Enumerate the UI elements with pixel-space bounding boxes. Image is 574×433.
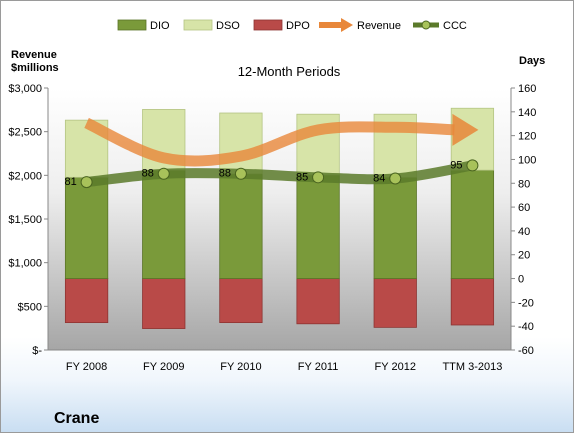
dio-bar xyxy=(373,176,417,279)
legend-swatch-dso xyxy=(183,19,213,31)
right-tick-label: -40 xyxy=(518,321,534,333)
right-tick-label: 80 xyxy=(518,178,530,190)
dpo-bar xyxy=(373,278,417,328)
x-tick-label: FY 2012 xyxy=(375,361,416,373)
ccc-point xyxy=(80,176,93,189)
legend-swatch-dio xyxy=(117,19,147,31)
legend: DIO DSO DPO Revenue CCC xyxy=(117,18,467,32)
dio-bar xyxy=(142,169,186,279)
dso-bar xyxy=(219,112,263,175)
x-tick-label: TTM 3-2013 xyxy=(442,361,502,373)
legend-label-dpo: DPO xyxy=(286,20,310,32)
ccc-point xyxy=(389,172,402,185)
dio-bar xyxy=(64,176,109,279)
left-tick-label: $1,000 xyxy=(8,258,42,270)
left-tick-label: $- xyxy=(32,345,42,357)
revenue-line xyxy=(84,117,455,167)
right-axis: -60 -40 -20 0 20 40 60 80 100 120 140 160 xyxy=(510,83,536,357)
left-tick-label: $500 xyxy=(18,301,42,313)
left-tick-label: $2,500 xyxy=(8,127,42,139)
right-tick-label: -20 xyxy=(518,297,534,309)
ccc-value-label: 88 xyxy=(219,168,231,180)
legend-swatch-revenue-arrow xyxy=(341,18,353,32)
dio-bar xyxy=(219,173,263,279)
dpo-bar xyxy=(219,278,263,324)
right-tick-label: -60 xyxy=(518,345,534,357)
x-tick-label: FY 2011 xyxy=(298,361,339,373)
right-tick-label: 60 xyxy=(518,202,530,214)
left-tick-label: $3,000 xyxy=(8,83,42,95)
right-tick-label: 20 xyxy=(518,250,530,262)
ccc-point xyxy=(466,159,479,172)
legend-label-dio: DIO xyxy=(150,20,170,32)
ccc-point xyxy=(234,167,247,180)
x-tick-label: FY 2009 xyxy=(143,361,184,373)
legend-label-revenue: Revenue xyxy=(357,20,401,32)
legend-swatch-dpo xyxy=(253,19,283,31)
right-tick-label: 0 xyxy=(518,274,524,286)
ccc-value-label: 88 xyxy=(142,168,154,180)
left-axis: $- $500 $1,000 $1,500 $2,000 $2,500 $3,000 xyxy=(8,83,49,357)
dpo-bar xyxy=(64,278,109,324)
ccc-point xyxy=(157,167,170,180)
ccc-line xyxy=(81,160,478,188)
right-tick-label: 40 xyxy=(518,226,530,238)
legend-swatch-ccc-marker xyxy=(421,20,431,30)
revenue-arrowhead xyxy=(452,113,479,146)
legend-label-dso: DSO xyxy=(216,20,240,32)
dpo-bar xyxy=(450,278,495,326)
ccc-value-label: 81 xyxy=(64,176,76,188)
left-axis-title-line2: $millions xyxy=(11,62,59,74)
right-tick-label: 160 xyxy=(518,83,536,95)
ccc-value-label: 84 xyxy=(373,173,385,185)
x-tick-label: FY 2008 xyxy=(66,361,107,373)
right-tick-label: 100 xyxy=(518,154,536,166)
company-name: Crane xyxy=(54,410,99,427)
left-axis-title-line1: Revenue xyxy=(11,49,57,61)
left-tick-label: $2,000 xyxy=(8,170,42,182)
right-tick-label: 120 xyxy=(518,131,536,143)
dpo-bar xyxy=(142,278,186,329)
ccc-point xyxy=(312,171,325,184)
left-tick-label: $1,500 xyxy=(8,214,42,226)
legend-label-ccc: CCC xyxy=(443,20,467,32)
ccc-value-label: 85 xyxy=(296,171,308,183)
dio-bar xyxy=(296,174,340,279)
right-tick-label: 140 xyxy=(518,107,536,119)
x-axis: FY 2008 FY 2009 FY 2010 FY 2011 FY 2012 TTM 3… xyxy=(48,349,511,373)
lines: 81 88 88 85 84 95 xyxy=(64,113,479,189)
ccc-value-label: 95 xyxy=(450,159,462,171)
right-axis-title: Days xyxy=(519,55,545,67)
dpo-bar xyxy=(296,278,340,325)
x-tick-label: FY 2010 xyxy=(220,361,261,373)
dio-bar xyxy=(450,169,495,279)
chart-title: 12-Month Periods xyxy=(238,64,341,79)
